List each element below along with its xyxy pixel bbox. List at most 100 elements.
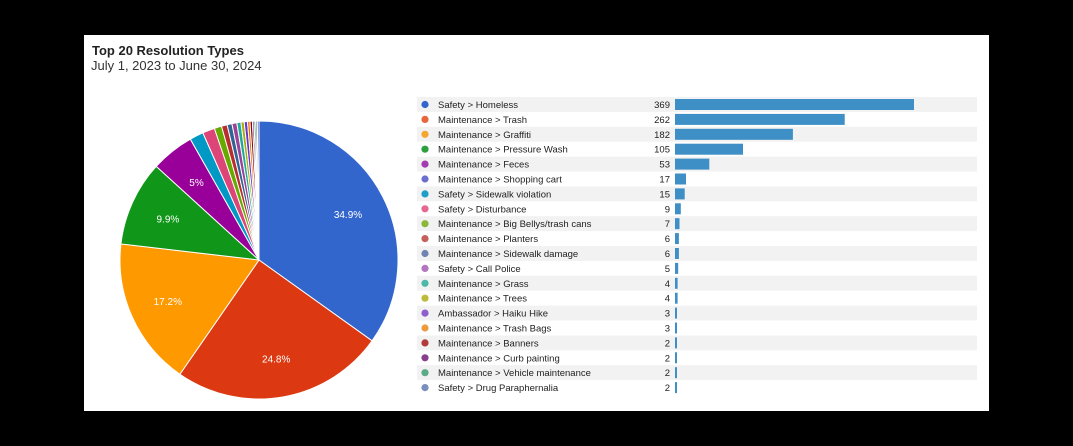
- legend-dot: [421, 130, 429, 138]
- pie-slice-label: 9.9%: [157, 215, 180, 226]
- bar-category-label: Maintenance > Shopping cart: [438, 175, 562, 186]
- bar: [675, 337, 677, 349]
- legend-dot: [421, 145, 429, 153]
- bar-category-label: Ambassador > Haiku Hike: [438, 309, 548, 320]
- bar: [675, 262, 679, 274]
- bar: [675, 382, 677, 394]
- bar-value-label: 5: [665, 264, 670, 275]
- bar-value-label: 53: [659, 160, 670, 171]
- bar-value-label: 7: [665, 219, 670, 230]
- legend-dot: [421, 249, 429, 258]
- bar: [675, 158, 710, 170]
- bar-category-label: Maintenance > Big Bellys/trash cans: [438, 219, 592, 230]
- pie-slice-label: 24.8%: [262, 355, 290, 366]
- bar-row-band: [417, 335, 977, 351]
- bar-category-label: Safety > Sidewalk violation: [438, 189, 551, 200]
- pie-slice-label: 34.9%: [334, 210, 362, 221]
- bar-category-label: Maintenance > Vehicle maintenance: [438, 368, 591, 379]
- bar: [675, 307, 677, 319]
- bar: [675, 143, 743, 155]
- bar-value-label: 15: [659, 189, 670, 200]
- bar-row-band: [417, 186, 977, 202]
- bar-value-label: 9: [665, 204, 670, 215]
- bar: [675, 188, 685, 200]
- bar-row-band: [417, 216, 977, 232]
- legend-dot: [421, 309, 429, 317]
- bar-value-label: 2: [665, 383, 670, 394]
- bar: [675, 352, 677, 364]
- legend-dot: [421, 190, 429, 198]
- bar-value-label: 4: [665, 294, 670, 305]
- bar-value-label: 262: [654, 115, 670, 126]
- pie-slice: [120, 165, 261, 261]
- pie-slice-label: 5%: [189, 178, 204, 189]
- pie-slice-label: 17.2%: [154, 297, 182, 308]
- bar-category-label: Maintenance > Sidewalk damage: [438, 249, 578, 260]
- bar-row-band: [417, 275, 977, 291]
- bar-category-label: Maintenance > Trash: [438, 115, 527, 126]
- chart-svg: 34.9%24.8%17.2%9.9%5%Safety > Homeless 36…: [119, 97, 977, 400]
- chart-card: Top 20 Resolution Types July 1, 2023 to …: [84, 35, 989, 411]
- bar: [675, 248, 679, 259]
- bar: [675, 277, 678, 289]
- bar-value-label: 3: [665, 324, 670, 335]
- pie-slice: [119, 243, 260, 375]
- legend-dot: [421, 235, 429, 243]
- bar-category-label: Maintenance > Banners: [438, 338, 539, 349]
- legend-dot: [421, 205, 429, 213]
- bar: [675, 322, 677, 334]
- legend-dot: [421, 220, 429, 228]
- bar: [675, 128, 793, 140]
- bar-category-label: Maintenance > Trash Bags: [438, 324, 552, 335]
- bar-value-label: 105: [654, 145, 670, 156]
- bar-row-band: [417, 365, 977, 381]
- legend-dot: [421, 279, 429, 287]
- pie-slice: [258, 120, 399, 342]
- bar-row-band: [417, 246, 977, 261]
- bar-category-label: Maintenance > Curb painting: [438, 353, 560, 364]
- legend-dot: [421, 175, 429, 183]
- bar-category-label: Maintenance > Planters: [438, 234, 538, 245]
- bar-value-label: 369: [654, 100, 670, 111]
- bar-value-label: 2: [665, 353, 670, 364]
- bar: [675, 99, 914, 110]
- legend-dot: [421, 160, 429, 168]
- bar-category-label: Maintenance > Grass: [438, 279, 529, 290]
- bar-value-label: 17: [659, 175, 670, 186]
- bar: [675, 218, 680, 230]
- legend-dot: [421, 115, 429, 123]
- bar-value-label: 2: [665, 368, 670, 379]
- bar: [675, 367, 677, 379]
- pie-slice: [256, 120, 260, 261]
- bar-category-label: Maintenance > Graffiti: [438, 130, 531, 141]
- bar-category-label: Maintenance > Pressure Wash: [438, 145, 568, 156]
- pie-slice: [179, 259, 373, 400]
- bar: [675, 233, 679, 245]
- bar-category-label: Safety > Homeless: [438, 100, 518, 111]
- legend-dot: [421, 324, 429, 332]
- legend-dot: [421, 339, 429, 347]
- bar-category-label: Safety > Drug Paraphernalia: [438, 383, 559, 394]
- chart-title: Top 20 Resolution Types: [92, 43, 244, 58]
- bar-value-label: 4: [665, 279, 670, 290]
- bar-value-label: 2: [665, 338, 670, 349]
- bar-category-label: Maintenance > Feces: [438, 160, 529, 171]
- legend-dot: [421, 264, 429, 272]
- legend-dot: [421, 294, 429, 302]
- bar-value-label: 6: [665, 249, 670, 260]
- legend-dot: [421, 100, 429, 109]
- bar-category-label: Safety > Disturbance: [438, 204, 526, 215]
- bar-category-label: Safety > Call Police: [438, 264, 521, 275]
- bar: [675, 292, 678, 304]
- bar: [675, 113, 845, 125]
- legend-dot: [421, 384, 429, 392]
- bar-row-band: [417, 305, 977, 321]
- bar-value-label: 182: [654, 130, 670, 141]
- legend-dot: [421, 369, 429, 377]
- bar-value-label: 6: [665, 234, 670, 245]
- chart-subtitle: July 1, 2023 to June 30, 2024: [91, 58, 262, 73]
- bar-value-label: 3: [665, 309, 670, 320]
- bar: [675, 173, 686, 185]
- bar: [675, 203, 681, 215]
- bar-category-label: Maintenance > Trees: [438, 294, 527, 305]
